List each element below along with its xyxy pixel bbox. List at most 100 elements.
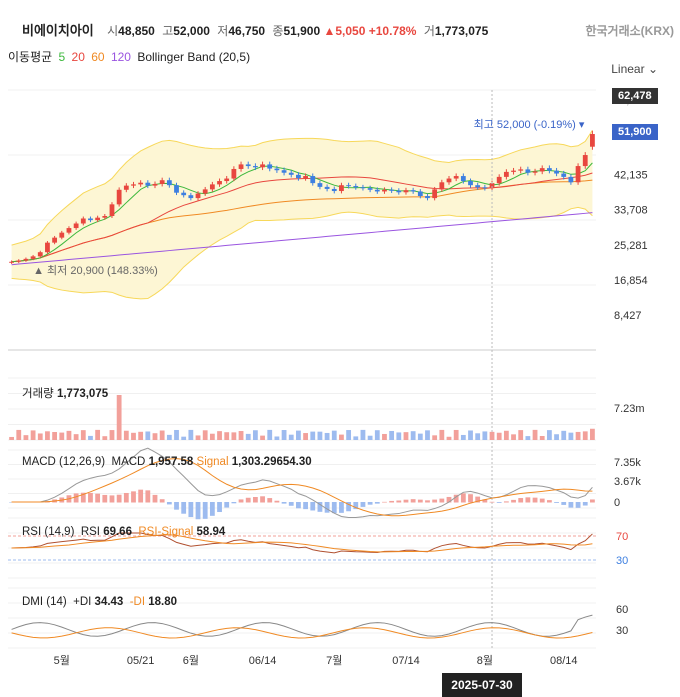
macd-histogram-bar (138, 489, 144, 503)
volume-bar (554, 434, 559, 440)
volume-bar (525, 436, 531, 440)
date-axis-label: 6월 (183, 654, 199, 667)
ma-legend[interactable]: 이동평균 5 20 60 120 Bollinger Band (20,5) (8, 48, 253, 65)
volume-bar (539, 435, 545, 440)
volume-bar (202, 430, 208, 440)
scale-dropdown[interactable]: Linear ⌄ (611, 62, 658, 76)
macd-histogram-bar (575, 502, 581, 508)
macd-axis-label: 0 (614, 497, 620, 509)
candle (511, 170, 516, 172)
price-axis-label: 25,281 (614, 240, 648, 252)
volume-bar (403, 432, 409, 440)
volume-bar (511, 434, 516, 440)
date-axis-label: 05/21 (127, 655, 155, 667)
candle (217, 181, 222, 185)
candle (116, 189, 122, 205)
macd-histogram-bar (539, 498, 545, 503)
mdi-value: 18.80 (148, 596, 178, 608)
candle (389, 189, 395, 191)
volume-bar (45, 431, 50, 440)
candle (195, 193, 201, 199)
macd-histogram-bar (532, 497, 538, 503)
macd-title: MACD (12,26,9) (22, 456, 106, 468)
macd-histogram-bar (224, 502, 230, 508)
candle (73, 223, 79, 229)
volume-bar (238, 431, 244, 440)
bollinger-upper (11, 129, 593, 246)
candle (396, 190, 402, 193)
macd-histogram-bar (396, 500, 402, 503)
candle (95, 217, 101, 221)
macd-histogram-bar (561, 502, 567, 505)
macd-value: 1,957.58 (148, 456, 194, 468)
dmi-legend: DMI (14) +DI 34.43 -DI 18.80 (22, 596, 177, 608)
low-value: 46,750 (228, 24, 266, 38)
ma5-line (11, 162, 593, 263)
ma120-label: 120 (110, 50, 131, 64)
macd-name: MACD (111, 456, 146, 468)
pdi-value: 34.43 (94, 596, 124, 608)
macd-histogram-bar (568, 502, 574, 508)
price-axis-label: 42,135 (614, 170, 648, 182)
candle (188, 195, 194, 199)
candle (339, 185, 344, 192)
candle (202, 189, 208, 194)
volume-bar (209, 433, 215, 440)
volume-bar (88, 435, 93, 440)
candle (518, 169, 524, 171)
high-price-tag: 62,478 (612, 88, 658, 104)
volume-bar (95, 429, 101, 440)
volume-bar (518, 430, 524, 440)
volume-bar (102, 436, 108, 440)
volume-bar (37, 433, 43, 440)
price-header: 비에이치아이 시48,850 고52,000 저46,750 종51,900 ▲… (22, 20, 488, 39)
volume-bar (453, 429, 459, 440)
candle (590, 134, 595, 147)
volume-bar (59, 432, 65, 440)
macd-histogram-bar (303, 502, 308, 510)
candle (489, 183, 495, 189)
candle (166, 180, 172, 186)
price-axis-label: 16,854 (614, 275, 648, 287)
volume-bar (224, 432, 230, 440)
volume-bar (590, 428, 595, 440)
dmi-axis-label: 60 (616, 604, 628, 616)
candle (568, 176, 574, 183)
candle (45, 242, 50, 253)
candle (382, 189, 387, 192)
ma-title: 이동평균 (8, 50, 53, 64)
mdi-line (11, 627, 593, 639)
candle (446, 178, 452, 183)
candle (525, 169, 531, 173)
volume-bar (181, 436, 187, 440)
date-axis-label: 06/14 (249, 655, 277, 667)
candle (317, 183, 323, 187)
volume-bar (267, 429, 273, 440)
macd-histogram-bar (482, 499, 488, 503)
candle (66, 228, 72, 233)
candle (9, 261, 14, 263)
macd-histogram-bar (88, 492, 93, 503)
volume-bar (410, 431, 416, 440)
macd-histogram-bar (475, 496, 481, 503)
pdi-name: +DI (73, 596, 92, 608)
volume-bar (145, 431, 151, 440)
date-axis-label: 07/14 (392, 655, 420, 667)
volume-bar (561, 430, 567, 440)
volume-bar (16, 429, 22, 440)
macd-histogram-bar (238, 499, 244, 503)
macd-legend: MACD (12,26,9) MACD 1,957.58 Signal 1,30… (22, 456, 312, 468)
candle (360, 187, 366, 189)
candle (296, 174, 301, 179)
macd-histogram-bar (102, 494, 108, 503)
low-annotation: ▲ 최저 20,900 (148.33%) (33, 264, 158, 277)
volume-bar (382, 433, 387, 440)
volume-bar (245, 433, 251, 440)
macd-histogram-bar (296, 502, 301, 509)
close-label: 종 (272, 24, 284, 38)
macd-histogram-bar (123, 492, 129, 503)
candle (439, 182, 445, 190)
macd-histogram-bar (525, 497, 531, 503)
candle (159, 180, 165, 184)
